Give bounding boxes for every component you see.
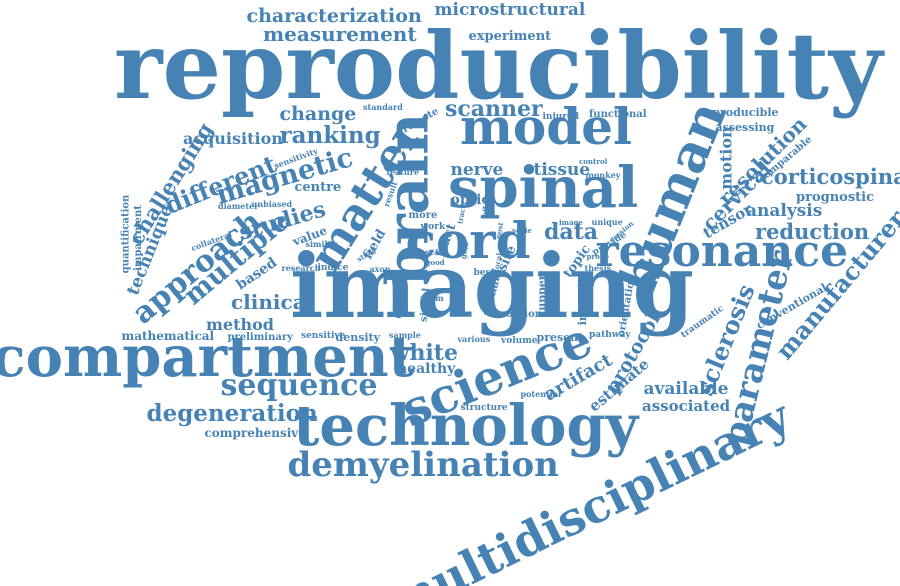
- word-image: image: [559, 217, 583, 227]
- word-characterization: characterization: [246, 4, 422, 27]
- word-indice: indice: [317, 262, 349, 273]
- word-microstructural: microstructural: [434, 0, 586, 20]
- word-scale: scale: [512, 225, 532, 235]
- word-healthy: healthy: [397, 361, 456, 377]
- word-quantification: quantification: [119, 194, 131, 274]
- word-best: best: [473, 267, 495, 278]
- word-resonance: resonance: [595, 226, 849, 277]
- word-model: model: [460, 97, 633, 156]
- word-measurement: measurement: [263, 22, 417, 46]
- word-thesis: thesis: [584, 263, 612, 273]
- word-feature: feature: [386, 167, 420, 177]
- word-tract: tract: [454, 203, 468, 225]
- word-reproducibility: reproducibility: [114, 12, 883, 120]
- word-assessing: assessing: [715, 120, 775, 134]
- word-white: white: [390, 340, 458, 366]
- word-analysis: analysis: [746, 200, 823, 221]
- word-acquisition: acquisition: [183, 129, 283, 148]
- word-motion: motion: [716, 126, 736, 190]
- word-good: good: [425, 257, 445, 267]
- word-monkey: monkey: [585, 170, 621, 180]
- word-focal: focal: [490, 251, 504, 273]
- word-work: work: [420, 221, 446, 232]
- word-zoom: zoom: [420, 293, 444, 303]
- word-gold: gold: [458, 240, 470, 260]
- word-standard: standard: [363, 102, 403, 112]
- word-reproducible: reproducible: [699, 105, 779, 119]
- word-corticospinal: corticospinal: [761, 163, 900, 189]
- word-various: various: [457, 334, 491, 344]
- word-injured: injured: [542, 111, 580, 122]
- word-research: research: [281, 263, 321, 273]
- word-scanner: scanner: [445, 96, 543, 122]
- word-degeneration: degeneration: [146, 399, 318, 427]
- word-clinical: clinical: [231, 290, 314, 314]
- word-sequence: sequence: [220, 368, 378, 403]
- word-compartment: compartment: [0, 324, 415, 390]
- word-preliminary: preliminary: [227, 332, 293, 343]
- word-integrity: integrity: [575, 271, 589, 325]
- word-diameter: diameter: [218, 201, 259, 211]
- word-probe: probe: [586, 251, 610, 261]
- word-sensitive: sensitive: [301, 330, 346, 341]
- word-cord: cord: [405, 211, 531, 270]
- word-unique: unique: [591, 217, 623, 227]
- word-ranking: ranking: [279, 121, 381, 149]
- word-spinal: spinal: [448, 155, 639, 221]
- word-mathematical: mathematical: [121, 329, 215, 343]
- word-structure: structure: [460, 402, 508, 413]
- word-functional: functional: [589, 109, 647, 120]
- word-method: method: [206, 315, 274, 334]
- word-data: data: [544, 219, 599, 245]
- word-nerve: nerve: [450, 159, 504, 180]
- word-present: present: [536, 330, 584, 344]
- word-upper: upper: [535, 273, 549, 311]
- word-experiment: experiment: [468, 28, 552, 44]
- word-available: available: [643, 378, 729, 399]
- word-reduction: reduction: [755, 218, 870, 244]
- word-axon: axon: [369, 264, 391, 274]
- word-similar: similar: [305, 239, 337, 249]
- word-optic: optic: [450, 192, 490, 208]
- word-pathway: pathway: [589, 329, 631, 340]
- word-comprehensive: comprehensive: [204, 426, 306, 440]
- word-demyelination: demyelination: [287, 445, 559, 485]
- word-sample: sample: [389, 330, 421, 340]
- word-tissue: tissue: [533, 159, 591, 180]
- word-control: control: [579, 156, 608, 166]
- word-imaging: imaging: [290, 234, 695, 338]
- word-impairment: impairment: [132, 205, 144, 271]
- word-potential: potential: [520, 389, 562, 399]
- word-change: change: [279, 102, 357, 125]
- word-volume: volume: [501, 335, 538, 346]
- word-prognostic: prognostic: [796, 189, 874, 205]
- word-scan: scan: [425, 247, 446, 257]
- word-technology: technology: [293, 393, 639, 459]
- word-more: more: [408, 210, 438, 221]
- word-associated: associated: [642, 396, 731, 415]
- word-density: density: [335, 330, 381, 344]
- word-post: post: [492, 220, 505, 240]
- word-unbiased: unbiased: [251, 199, 293, 209]
- word-option: option: [506, 309, 543, 320]
- word-centre: centre: [294, 179, 342, 195]
